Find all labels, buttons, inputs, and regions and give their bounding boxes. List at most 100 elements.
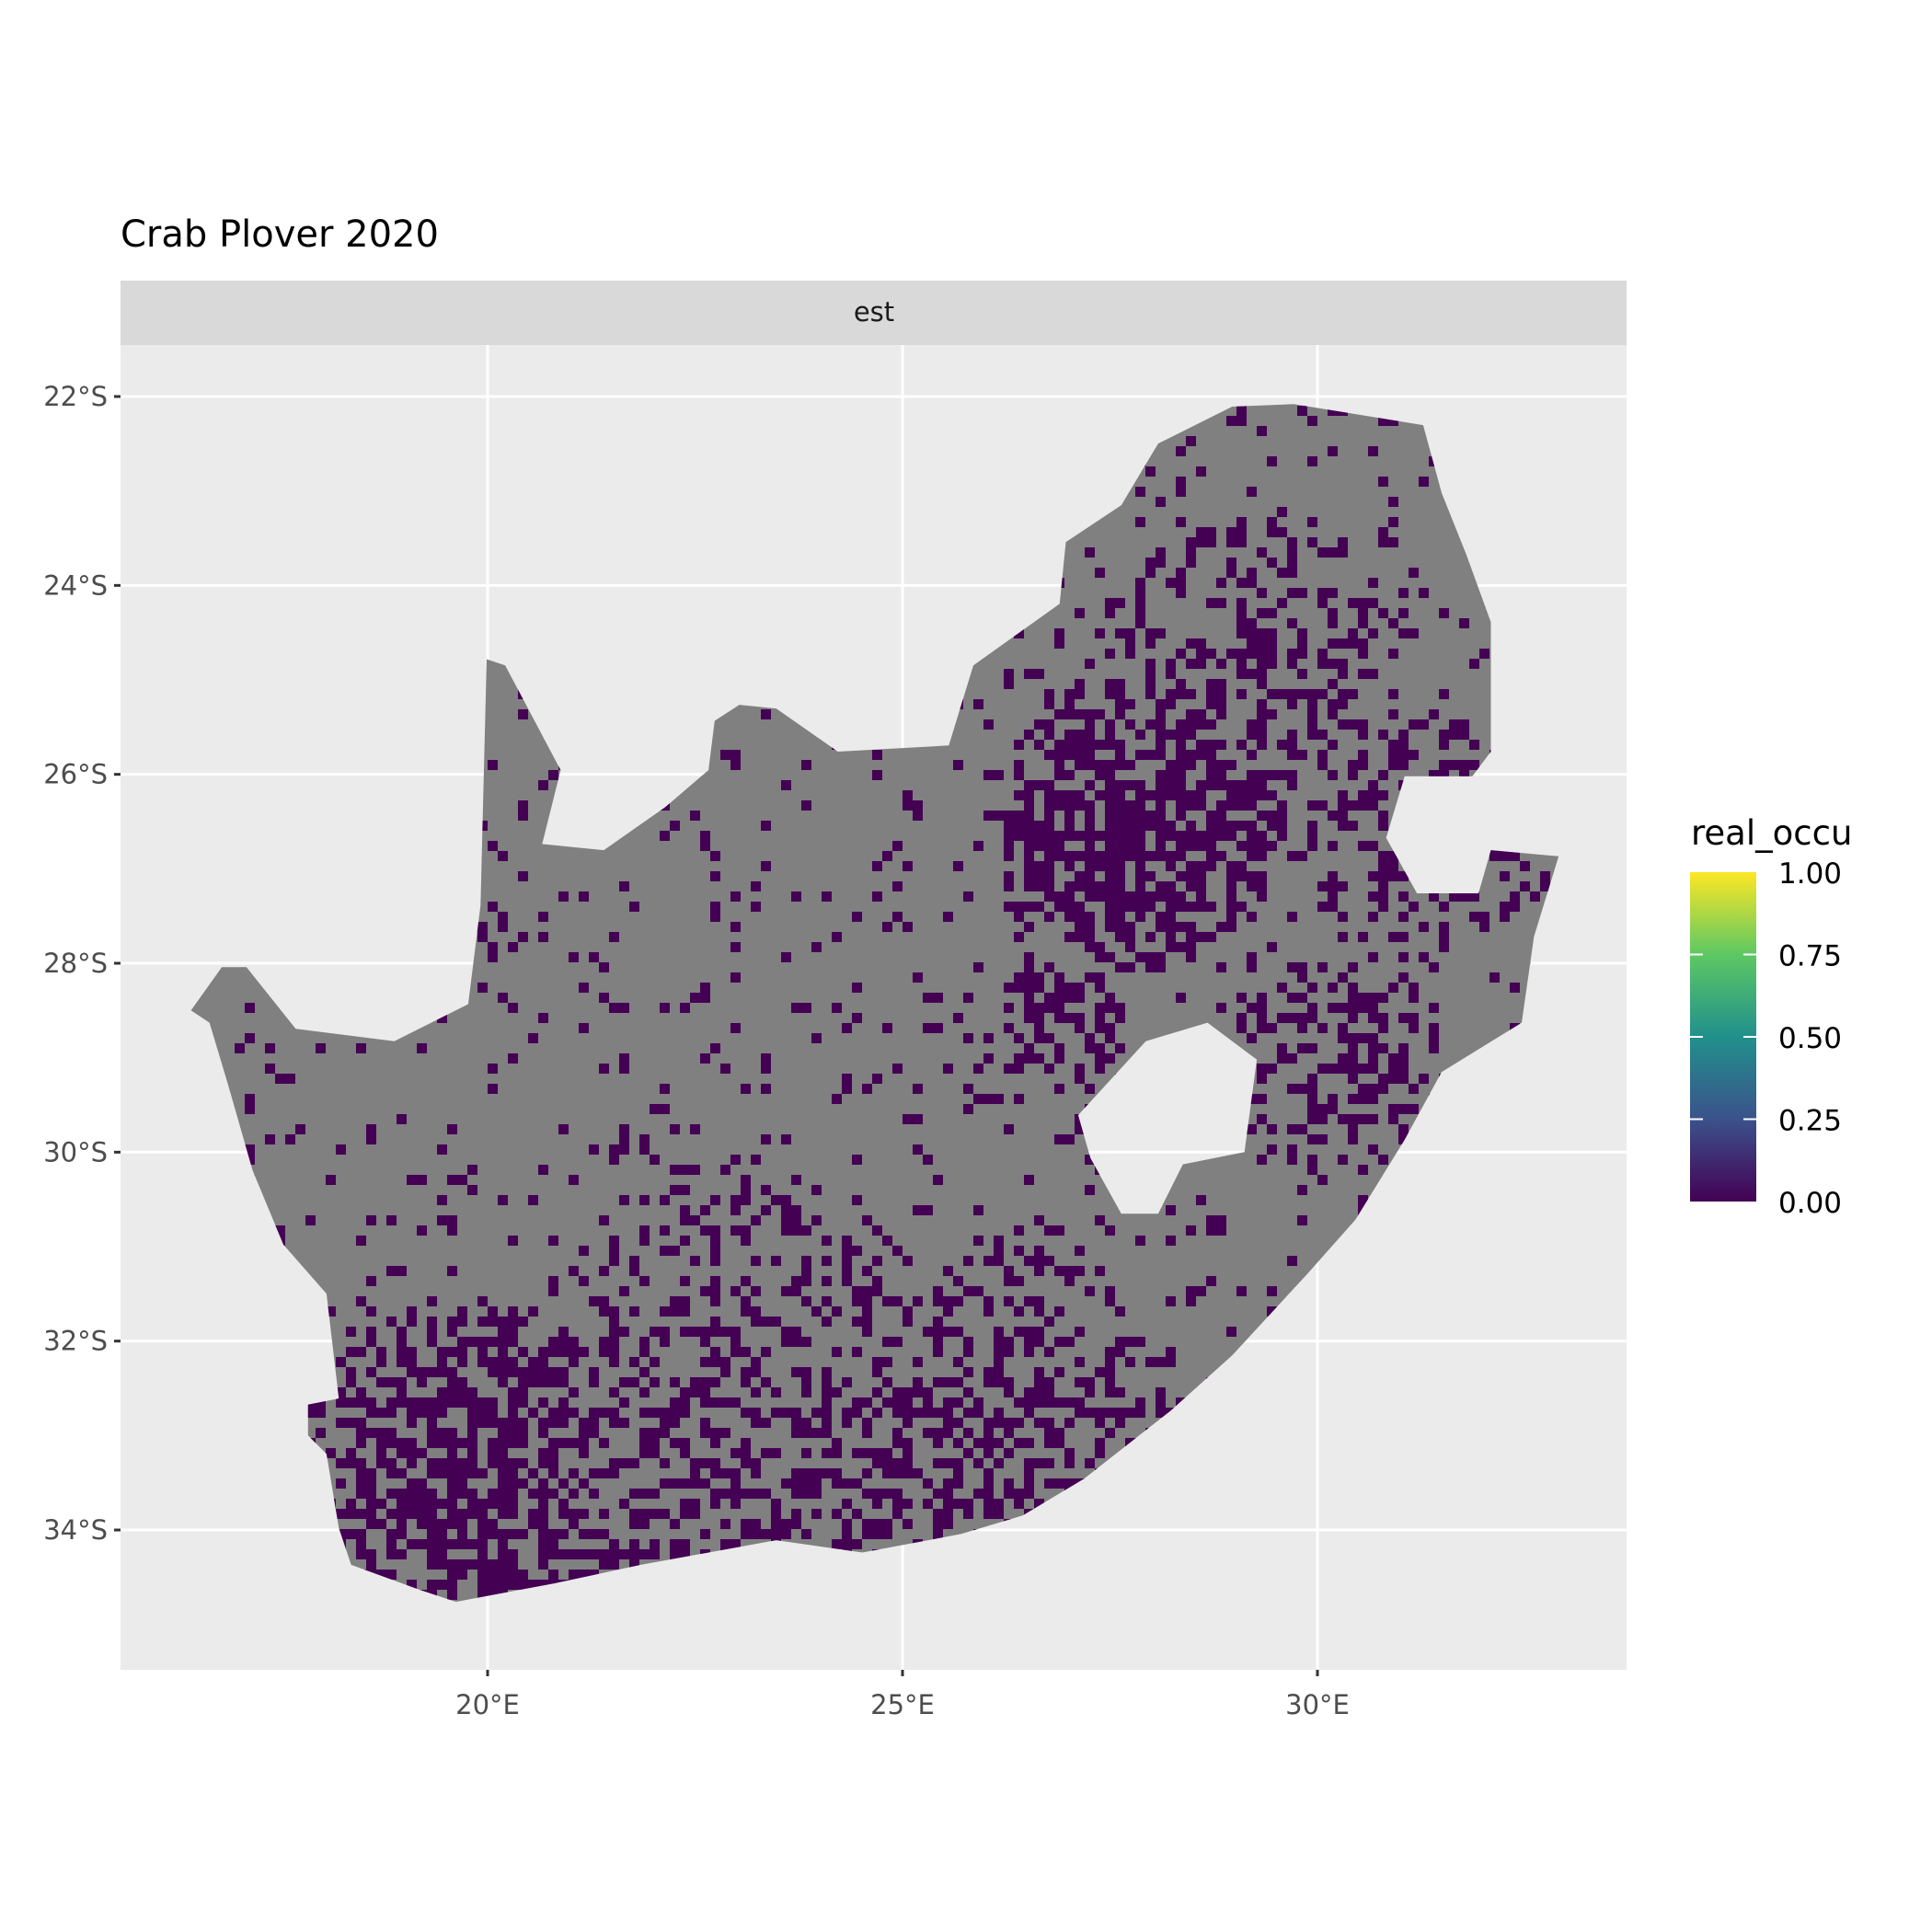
raster-cell xyxy=(508,1509,518,1519)
raster-cell xyxy=(771,1529,781,1539)
raster-cell xyxy=(943,1327,953,1337)
raster-cell xyxy=(923,1387,933,1397)
raster-cell xyxy=(386,1438,397,1448)
raster-cell xyxy=(1044,1256,1054,1266)
raster-cell xyxy=(1328,608,1338,618)
raster-cell xyxy=(508,1317,518,1327)
raster-cell xyxy=(1429,709,1439,719)
raster-cell xyxy=(1338,719,1348,730)
raster-cell xyxy=(913,1408,923,1418)
raster-cell xyxy=(1156,709,1166,719)
raster-cell xyxy=(1145,811,1156,821)
raster-cell xyxy=(1307,709,1317,719)
raster-cell xyxy=(508,1053,518,1064)
raster-cell xyxy=(882,922,892,932)
raster-cell xyxy=(447,1448,457,1458)
raster-cell xyxy=(538,1499,548,1509)
raster-cell xyxy=(741,1529,751,1539)
raster-cell xyxy=(1409,750,1419,760)
raster-cell xyxy=(538,1397,548,1408)
raster-cell xyxy=(903,800,913,811)
raster-cell xyxy=(660,1225,670,1236)
raster-cell xyxy=(700,1286,710,1296)
raster-cell xyxy=(811,1489,822,1499)
raster-cell xyxy=(569,1468,579,1478)
raster-cell xyxy=(1267,770,1277,780)
raster-cell xyxy=(457,1387,467,1397)
raster-cell xyxy=(569,952,579,962)
raster-cell xyxy=(538,780,548,790)
raster-cell xyxy=(1348,1124,1358,1134)
raster-cell xyxy=(1064,891,1075,902)
raster-cell xyxy=(1297,1185,1307,1195)
raster-cell xyxy=(639,1438,650,1448)
raster-cell xyxy=(1095,1013,1105,1023)
raster-cell xyxy=(1186,638,1196,649)
raster-cell xyxy=(538,1367,548,1377)
raster-cell xyxy=(1449,719,1459,730)
raster-cell xyxy=(1257,770,1267,780)
raster-cell xyxy=(933,1489,943,1499)
raster-cell xyxy=(569,1408,579,1418)
raster-cell xyxy=(700,1327,710,1337)
raster-cell xyxy=(538,1377,548,1387)
raster-cell xyxy=(569,1387,579,1397)
raster-cell xyxy=(1024,972,1034,983)
raster-cell xyxy=(892,1064,903,1074)
raster-cell xyxy=(1348,993,1358,1003)
raster-cell xyxy=(1014,983,1024,993)
raster-cell xyxy=(1196,659,1206,669)
raster-cell xyxy=(356,1043,366,1053)
raster-cell xyxy=(1317,1064,1328,1074)
raster-cell xyxy=(801,1478,811,1489)
raster-cell xyxy=(1358,638,1368,649)
raster-cell xyxy=(548,1286,558,1296)
raster-cell xyxy=(1358,1084,1368,1094)
raster-cell xyxy=(1247,628,1257,638)
raster-cell xyxy=(1044,1397,1054,1408)
raster-cell xyxy=(1388,497,1398,507)
raster-cell xyxy=(235,1043,245,1053)
raster-cell xyxy=(629,902,639,912)
raster-cell xyxy=(1054,1225,1064,1236)
raster-cell xyxy=(1409,1023,1419,1033)
raster-cell xyxy=(437,1580,447,1590)
raster-cell xyxy=(953,861,963,871)
raster-cell xyxy=(1348,1053,1358,1064)
raster-cell xyxy=(1085,547,1095,558)
raster-cell xyxy=(1429,962,1439,972)
raster-cell xyxy=(1378,851,1388,861)
raster-cell xyxy=(1044,851,1054,861)
raster-cell xyxy=(609,1408,619,1418)
raster-cell xyxy=(1085,811,1095,821)
raster-cell xyxy=(477,1519,488,1529)
raster-cell xyxy=(913,1296,923,1306)
raster-cell xyxy=(518,1367,528,1377)
y-tick-label: 22°S xyxy=(43,381,108,412)
raster-cell xyxy=(1368,628,1378,638)
raster-cell xyxy=(1287,1144,1297,1155)
raster-cell xyxy=(882,1357,892,1367)
raster-cell xyxy=(498,922,508,932)
raster-cell xyxy=(1085,800,1095,811)
y-tick-label: 24°S xyxy=(43,569,108,601)
raster-cell xyxy=(245,1003,255,1013)
raster-cell xyxy=(1125,932,1135,942)
raster-cell xyxy=(356,1418,366,1428)
raster-cell xyxy=(1277,1053,1287,1064)
raster-cell xyxy=(1145,628,1156,638)
raster-cell xyxy=(488,1367,498,1377)
raster-cell xyxy=(1034,972,1044,983)
raster-cell xyxy=(1014,1064,1024,1074)
raster-cell xyxy=(1014,1418,1024,1428)
raster-cell xyxy=(1317,1023,1328,1033)
raster-cell xyxy=(1004,1296,1014,1306)
raster-cell xyxy=(1378,790,1388,800)
raster-cell xyxy=(1338,790,1348,800)
raster-cell xyxy=(508,942,518,952)
raster-cell xyxy=(447,1367,457,1377)
raster-cell xyxy=(1034,881,1044,891)
raster-cell xyxy=(488,942,498,952)
raster-cell xyxy=(397,1499,407,1509)
raster-cell xyxy=(710,1438,720,1448)
